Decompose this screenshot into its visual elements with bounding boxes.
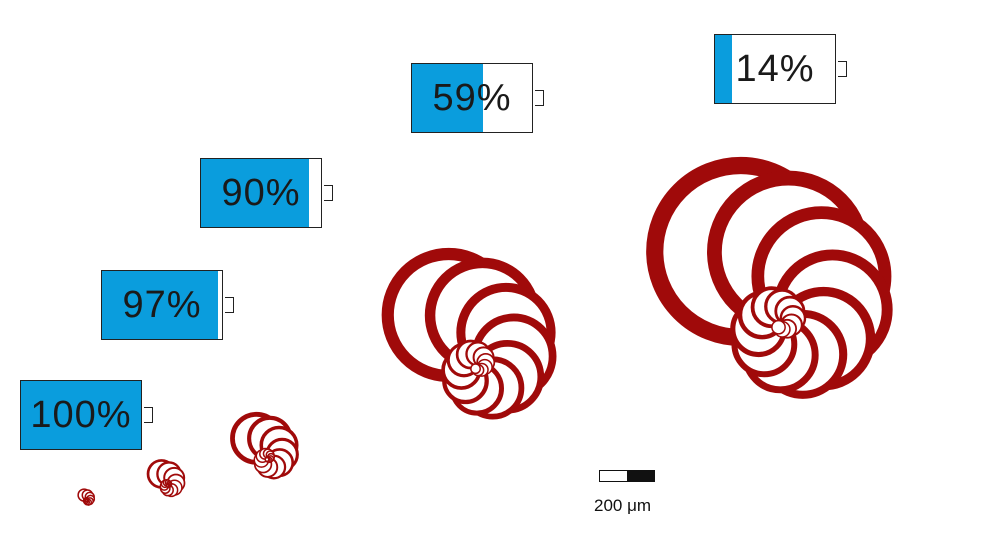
battery-14: 14% xyxy=(714,34,847,104)
shell-chamber xyxy=(264,456,270,463)
battery-fill xyxy=(21,381,141,449)
battery-59: 59% xyxy=(411,63,544,133)
battery-tip xyxy=(324,185,333,201)
battery-97: 97% xyxy=(101,270,234,340)
battery-label: 90% xyxy=(221,171,301,214)
scale-bar-label: 200 μm xyxy=(594,496,652,515)
battery-fill xyxy=(412,64,483,132)
shell-chamber xyxy=(771,319,786,335)
shell-chamber xyxy=(165,484,170,488)
battery-label: 14% xyxy=(735,47,815,90)
battery-tip xyxy=(144,407,153,423)
spiral-shell xyxy=(646,156,893,399)
battery-label: 59% xyxy=(432,76,512,119)
battery-tip xyxy=(225,297,234,313)
battery-fill xyxy=(102,271,219,339)
battery-label: 97% xyxy=(122,283,202,326)
spiral-shell xyxy=(230,411,299,480)
spiral-shell xyxy=(77,488,96,506)
battery-90: 90% xyxy=(200,158,333,228)
battery-tip xyxy=(535,90,544,106)
battery-100: 100% xyxy=(20,380,153,450)
shell-chamber xyxy=(470,363,481,375)
battery-label: 100% xyxy=(30,393,132,436)
battery-fill xyxy=(715,35,732,103)
battery-tip xyxy=(838,61,847,77)
spiral-shell xyxy=(381,247,557,420)
scale-bar xyxy=(599,470,655,482)
spiral-shell xyxy=(146,459,186,498)
battery-fill xyxy=(201,159,309,227)
shell-chamber xyxy=(85,499,88,502)
